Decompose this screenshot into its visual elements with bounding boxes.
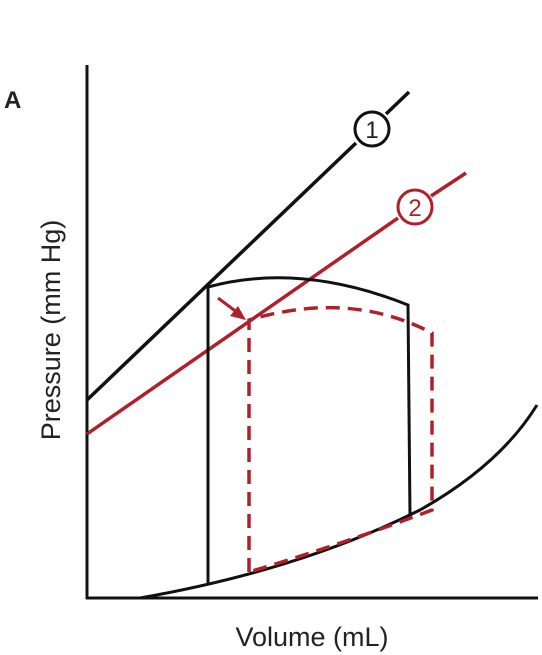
espvr-line-1	[384, 90, 411, 116]
espvr-line-1	[85, 141, 358, 402]
line-marker	[353, 110, 391, 148]
line-label: 1	[365, 117, 378, 144]
panel-label: A	[4, 87, 21, 114]
pv-loop-2	[247, 305, 434, 574]
x-axis-label: Volume (mL)	[235, 622, 388, 652]
edpvr-curve	[139, 404, 539, 600]
y-axis-label: Pressure (mm Hg)	[36, 220, 66, 441]
espvr-line-2	[86, 216, 399, 436]
line-label: 2	[408, 195, 421, 222]
espvr-line-2	[430, 171, 467, 198]
pv-loop-1	[206, 276, 412, 584]
line-marker	[396, 188, 434, 226]
arrow-head	[230, 306, 246, 320]
